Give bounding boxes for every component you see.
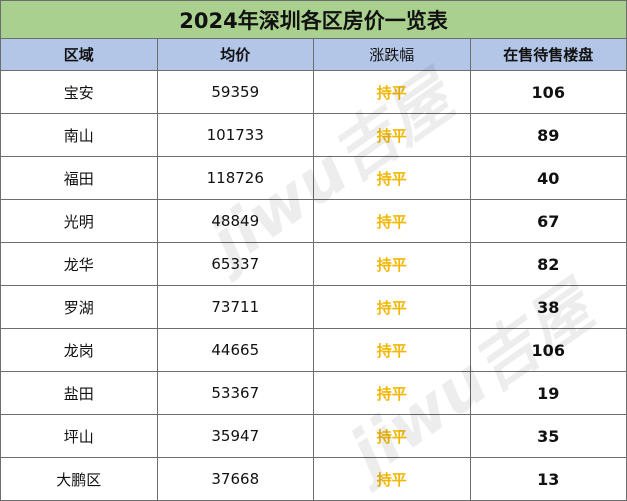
listings-cell: 13 <box>469 457 627 501</box>
avg-price-cell: 44665 <box>156 328 314 372</box>
listings-cell: 38 <box>469 285 627 329</box>
header-row: 区域 均价 涨跌幅 在售待售楼盘 <box>0 38 627 71</box>
change-cell: 持平 <box>313 457 471 501</box>
table-row: 龙华 65337 持平 82 <box>0 242 627 286</box>
table-row: 光明 48849 持平 67 <box>0 199 627 243</box>
avg-price-cell: 37668 <box>156 457 314 501</box>
avg-price-cell: 65337 <box>156 242 314 286</box>
listings-cell: 106 <box>469 328 627 372</box>
district-cell: 宝安 <box>0 70 158 114</box>
avg-price-cell: 53367 <box>156 371 314 415</box>
change-cell: 持平 <box>313 371 471 415</box>
table-row: 龙岗 44665 持平 106 <box>0 328 627 372</box>
avg-price-cell: 101733 <box>156 113 314 157</box>
header-listings: 在售待售楼盘 <box>469 38 627 71</box>
district-cell: 南山 <box>0 113 158 157</box>
table-row: 福田 118726 持平 40 <box>0 156 627 200</box>
listings-cell: 35 <box>469 414 627 458</box>
change-cell: 持平 <box>313 70 471 114</box>
district-cell: 龙华 <box>0 242 158 286</box>
change-cell: 持平 <box>313 242 471 286</box>
listings-cell: 89 <box>469 113 627 157</box>
table-row: 南山 101733 持平 89 <box>0 113 627 157</box>
district-cell: 盐田 <box>0 371 158 415</box>
change-cell: 持平 <box>313 199 471 243</box>
district-cell: 罗湖 <box>0 285 158 329</box>
listings-cell: 19 <box>469 371 627 415</box>
table-row: 大鹏区 37668 持平 13 <box>0 457 627 501</box>
avg-price-cell: 59359 <box>156 70 314 114</box>
table-row: 宝安 59359 持平 106 <box>0 70 627 114</box>
listings-cell: 67 <box>469 199 627 243</box>
listings-cell: 106 <box>469 70 627 114</box>
district-cell: 龙岗 <box>0 328 158 372</box>
avg-price-cell: 48849 <box>156 199 314 243</box>
change-cell: 持平 <box>313 113 471 157</box>
table-row: 罗湖 73711 持平 38 <box>0 285 627 329</box>
change-cell: 持平 <box>313 414 471 458</box>
avg-price-cell: 118726 <box>156 156 314 200</box>
change-cell: 持平 <box>313 156 471 200</box>
table-row: 盐田 53367 持平 19 <box>0 371 627 415</box>
listings-cell: 82 <box>469 242 627 286</box>
district-cell: 大鹏区 <box>0 457 158 501</box>
header-change: 涨跌幅 <box>313 38 471 71</box>
avg-price-cell: 35947 <box>156 414 314 458</box>
header-avg-price: 均价 <box>156 38 314 71</box>
header-district: 区域 <box>0 38 158 71</box>
district-cell: 光明 <box>0 199 158 243</box>
district-cell: 坪山 <box>0 414 158 458</box>
district-cell: 福田 <box>0 156 158 200</box>
change-cell: 持平 <box>313 285 471 329</box>
avg-price-cell: 73711 <box>156 285 314 329</box>
change-cell: 持平 <box>313 328 471 372</box>
table-row: 坪山 35947 持平 35 <box>0 414 627 458</box>
listings-cell: 40 <box>469 156 627 200</box>
table-title: 2024年深圳各区房价一览表 <box>0 0 627 39</box>
